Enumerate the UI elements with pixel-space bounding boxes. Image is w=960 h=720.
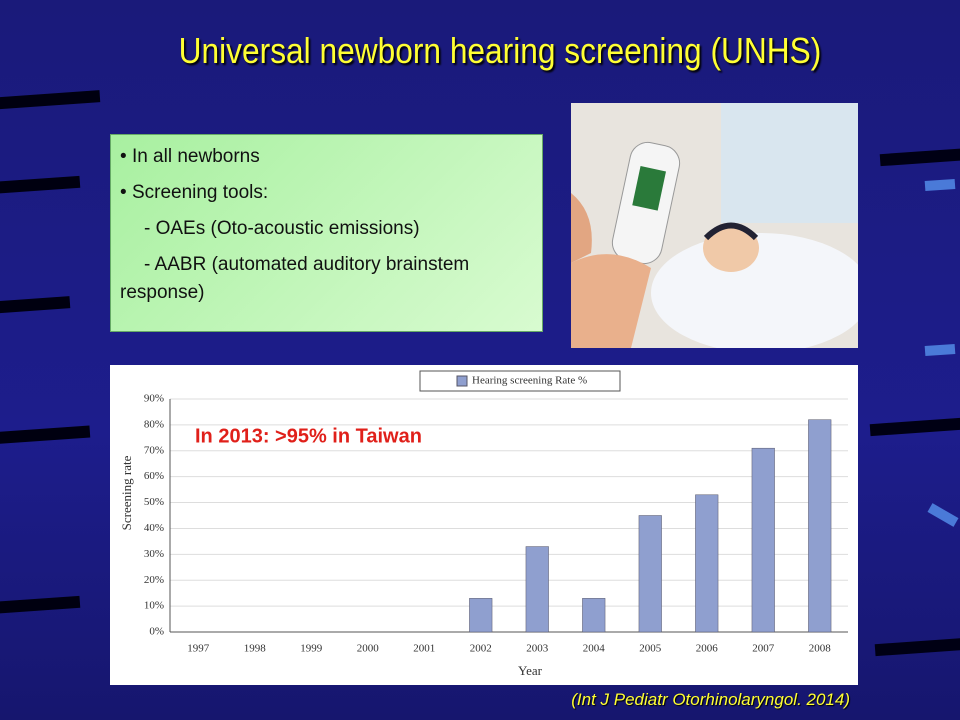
bullet-box: • In all newborns • Screening tools: - O… bbox=[110, 134, 543, 332]
decor bbox=[0, 90, 101, 112]
x-tick-label: 2001 bbox=[413, 643, 435, 655]
y-tick-label: 50% bbox=[144, 496, 164, 508]
y-tick-label: 20% bbox=[144, 574, 164, 586]
decor bbox=[0, 296, 71, 316]
x-tick-label: 2006 bbox=[696, 643, 719, 655]
bar bbox=[469, 598, 493, 633]
sub-bullet: - AABR (automated auditory brainstem res… bbox=[120, 251, 533, 307]
x-tick-label: 2004 bbox=[583, 643, 606, 655]
bullet-text: Screening tools: bbox=[131, 182, 269, 203]
bullet-text: In all newborns bbox=[131, 146, 260, 167]
y-tick-label: 30% bbox=[144, 548, 164, 560]
title: Universal newborn hearing screening (UNH… bbox=[178, 30, 822, 71]
bar bbox=[808, 419, 832, 633]
decor bbox=[924, 343, 956, 357]
x-tick-label: 2007 bbox=[752, 643, 775, 655]
y-tick-label: 80% bbox=[144, 418, 164, 430]
bullet: • Screening tools: bbox=[120, 182, 269, 203]
y-tick-label: 90% bbox=[144, 393, 164, 405]
x-tick-label: 2008 bbox=[809, 643, 832, 655]
bar bbox=[695, 494, 719, 633]
decor bbox=[0, 595, 81, 617]
x-tick-label: 2005 bbox=[639, 643, 662, 655]
x-tick-label: 2000 bbox=[357, 643, 380, 655]
bar bbox=[525, 546, 549, 633]
x-tick-label: 1999 bbox=[300, 643, 323, 655]
x-axis-label: Year bbox=[518, 663, 543, 678]
y-tick-label: 0% bbox=[149, 626, 164, 638]
y-tick-label: 60% bbox=[144, 470, 164, 482]
decor bbox=[879, 145, 960, 167]
chart-panel: Screening rate Year In 2013: >95% in Tai… bbox=[110, 365, 858, 690]
legend-box bbox=[419, 370, 621, 392]
decor bbox=[0, 425, 91, 447]
bullet: • In all newborns bbox=[120, 146, 260, 167]
x-tick-label: 2002 bbox=[470, 643, 492, 655]
decor bbox=[0, 175, 81, 197]
citation: (Int J Pediatr Otorhinolaryngol. 2014) bbox=[571, 690, 850, 709]
bar bbox=[751, 447, 775, 633]
bar bbox=[582, 598, 606, 633]
y-tick-label: 10% bbox=[144, 600, 164, 612]
photo bbox=[571, 103, 858, 348]
sub-bullet: - OAEs (Oto-acoustic emissions) bbox=[120, 215, 533, 243]
annotation: In 2013: >95% in Taiwan bbox=[195, 425, 422, 447]
x-tick-label: 1998 bbox=[244, 643, 267, 655]
legend-label: Hearing screening Rate % bbox=[472, 375, 587, 387]
bullet-text: - AABR (automated auditory brainstem res… bbox=[120, 254, 470, 303]
decor bbox=[927, 503, 959, 527]
decor bbox=[869, 415, 960, 437]
y-tick-label: 40% bbox=[144, 522, 164, 534]
x-tick-label: 1997 bbox=[187, 643, 210, 655]
y-tick-label: 70% bbox=[144, 444, 164, 456]
bullet-text: - OAEs (Oto-acoustic emissions) bbox=[144, 218, 420, 239]
decor bbox=[874, 635, 960, 657]
bar bbox=[638, 515, 662, 633]
decor bbox=[924, 178, 956, 192]
y-axis-label: Screening rate bbox=[119, 455, 134, 530]
chart: Screening rate Year In 2013: >95% in Tai… bbox=[110, 365, 858, 685]
x-tick-label: 2003 bbox=[526, 643, 549, 655]
legend-swatch bbox=[456, 375, 468, 387]
